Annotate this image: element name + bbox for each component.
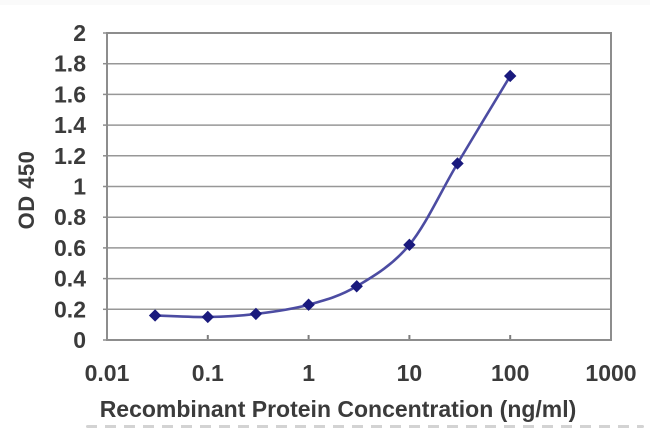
cropped-text-remnant (86, 425, 644, 428)
y-axis-title: OD 450 (14, 150, 39, 230)
series-line (153, 74, 512, 319)
y-tick-label: 0.8 (54, 204, 86, 230)
y-tick-label: 1.4 (54, 112, 86, 138)
data-point-marker (403, 238, 416, 252)
x-tick-label: 100 (491, 360, 529, 386)
y-tick-label: 2 (73, 20, 86, 46)
x-tick-label: 10 (397, 360, 423, 386)
x-tick-label: 1 (302, 360, 315, 386)
x-axis-title: Recombinant Protein Concentration (ng/ml… (99, 396, 577, 422)
y-tick-label: 0.4 (54, 266, 86, 292)
data-point-marker (249, 307, 263, 321)
y-tick-label: 1.8 (54, 51, 86, 77)
y-tick-label: 1.2 (54, 143, 86, 169)
top-crop-artifact (0, 0, 650, 5)
data-point-marker (503, 69, 517, 83)
data-point-marker (302, 298, 315, 311)
x-tick-label: 0.01 (85, 360, 130, 386)
y-tick-label: 1 (73, 174, 86, 200)
data-point-marker (148, 309, 162, 322)
x-tick-label: 0.1 (192, 360, 224, 386)
y-tick-label: 0.2 (54, 296, 86, 322)
y-tick-label: 0 (73, 327, 86, 353)
data-point-marker (451, 157, 464, 170)
plot-border (106, 32, 612, 341)
data-point-marker (350, 280, 363, 293)
x-tick-label: 1000 (585, 360, 636, 386)
y-tick-label: 0.6 (54, 235, 86, 261)
data-point-marker (201, 310, 215, 324)
y-tick-label: 1.6 (54, 81, 86, 107)
